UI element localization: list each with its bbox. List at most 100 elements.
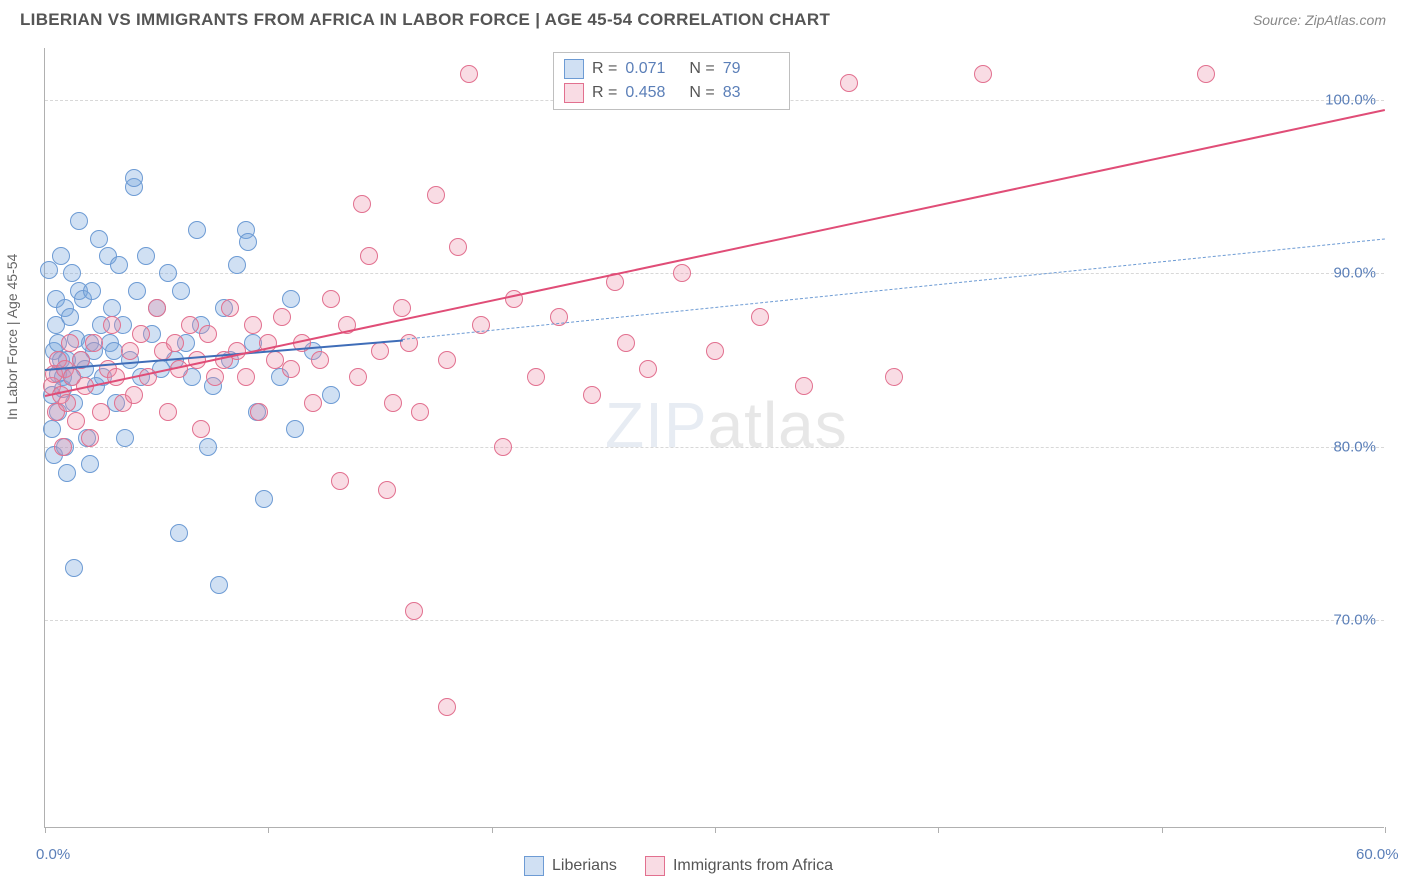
data-point xyxy=(148,299,166,317)
data-point xyxy=(255,490,273,508)
data-point xyxy=(378,481,396,499)
data-point xyxy=(166,334,184,352)
scatter-plot-area: ZIPatlas 70.0%80.0%90.0%100.0%R =0.071N … xyxy=(44,48,1384,828)
trend-line-extrapolated xyxy=(402,239,1385,341)
data-point xyxy=(172,282,190,300)
data-point xyxy=(137,247,155,265)
data-point xyxy=(1197,65,1215,83)
data-point xyxy=(438,698,456,716)
data-point xyxy=(494,438,512,456)
data-point xyxy=(81,429,99,447)
data-point xyxy=(438,351,456,369)
data-point xyxy=(751,308,769,326)
data-point xyxy=(237,368,255,386)
data-point xyxy=(52,247,70,265)
y-tick-label: 70.0% xyxy=(1333,612,1376,629)
data-point xyxy=(427,186,445,204)
x-tick xyxy=(268,827,269,833)
data-point xyxy=(125,169,143,187)
data-point xyxy=(181,316,199,334)
data-point xyxy=(110,256,128,274)
data-point xyxy=(121,342,139,360)
data-point xyxy=(617,334,635,352)
data-point xyxy=(132,325,150,343)
data-point xyxy=(322,386,340,404)
stats-row: R = 0.071 N = 79 xyxy=(564,57,779,81)
data-point xyxy=(159,264,177,282)
stat-n-value: 79 xyxy=(723,60,779,78)
data-point xyxy=(70,212,88,230)
data-point xyxy=(221,299,239,317)
data-point xyxy=(384,394,402,412)
data-point xyxy=(239,233,257,251)
data-point xyxy=(795,377,813,395)
data-point xyxy=(128,282,146,300)
x-tick-label: 60.0% xyxy=(1356,846,1399,863)
data-point xyxy=(210,576,228,594)
legend-swatch xyxy=(564,83,584,103)
data-point xyxy=(400,334,418,352)
data-point xyxy=(65,559,83,577)
legend-item: Immigrants from Africa xyxy=(645,856,833,876)
data-point xyxy=(58,394,76,412)
stat-r-label: R = xyxy=(592,60,617,78)
data-point xyxy=(58,464,76,482)
data-point xyxy=(405,602,423,620)
data-point xyxy=(273,308,291,326)
data-point xyxy=(116,429,134,447)
x-tick xyxy=(492,827,493,833)
x-tick xyxy=(45,827,46,833)
legend-label: Immigrants from Africa xyxy=(673,857,833,875)
title-bar: LIBERIAN VS IMMIGRANTS FROM AFRICA IN LA… xyxy=(0,0,1406,38)
x-tick xyxy=(938,827,939,833)
stat-n-value: 83 xyxy=(723,84,779,102)
legend-swatch xyxy=(645,856,665,876)
data-point xyxy=(206,368,224,386)
legend-swatch xyxy=(524,856,544,876)
x-tick xyxy=(715,827,716,833)
y-tick-label: 100.0% xyxy=(1325,92,1376,109)
data-point xyxy=(54,438,72,456)
data-point xyxy=(673,264,691,282)
data-point xyxy=(192,420,210,438)
watermark-atlas: atlas xyxy=(708,389,848,461)
gridline-h xyxy=(45,447,1384,448)
data-point xyxy=(371,342,389,360)
data-point xyxy=(92,403,110,421)
data-point xyxy=(83,282,101,300)
data-point xyxy=(282,360,300,378)
data-point xyxy=(974,65,992,83)
x-tick xyxy=(1385,827,1386,833)
data-point xyxy=(282,290,300,308)
stat-n-label: N = xyxy=(689,84,714,102)
stats-row: R = 0.458 N = 83 xyxy=(564,81,779,105)
data-point xyxy=(199,438,217,456)
data-point xyxy=(63,264,81,282)
data-point xyxy=(228,342,246,360)
data-point xyxy=(311,351,329,369)
data-point xyxy=(360,247,378,265)
data-point xyxy=(159,403,177,421)
data-point xyxy=(411,403,429,421)
data-point xyxy=(61,308,79,326)
data-point xyxy=(706,342,724,360)
stat-r-value: 0.458 xyxy=(625,84,681,102)
data-point xyxy=(67,412,85,430)
data-point xyxy=(170,524,188,542)
y-tick-label: 90.0% xyxy=(1333,265,1376,282)
data-point xyxy=(353,195,371,213)
watermark-zip: ZIP xyxy=(605,389,708,461)
data-point xyxy=(103,299,121,317)
data-point xyxy=(244,316,262,334)
legend-item: Liberians xyxy=(524,856,617,876)
stat-r-label: R = xyxy=(592,84,617,102)
data-point xyxy=(460,65,478,83)
stat-n-label: N = xyxy=(689,60,714,78)
data-point xyxy=(322,290,340,308)
x-tick xyxy=(1162,827,1163,833)
data-point xyxy=(103,316,121,334)
data-point xyxy=(43,420,61,438)
stat-r-value: 0.071 xyxy=(625,60,681,78)
data-point xyxy=(840,74,858,92)
y-axis-label: In Labor Force | Age 45-54 xyxy=(4,254,20,420)
